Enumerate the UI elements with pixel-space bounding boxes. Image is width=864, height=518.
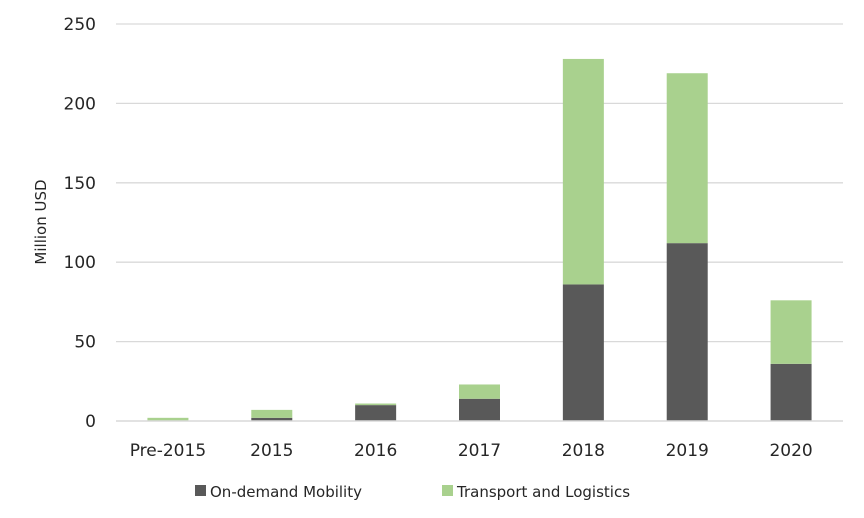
bar-segment-transport-logistics xyxy=(147,417,189,421)
x-tick-label: 2020 xyxy=(769,441,812,461)
legend-label: On-demand Mobility xyxy=(210,483,362,501)
x-tick-label: 2017 xyxy=(458,441,501,461)
x-tick-label: 2018 xyxy=(562,441,605,461)
x-tick-label: 2016 xyxy=(354,441,397,461)
y-tick-label: 100 xyxy=(64,253,96,273)
bar-segment-transport-logistics xyxy=(355,403,397,406)
bar-segment-transport-logistics xyxy=(459,384,500,399)
x-axis: Pre-2015 2015 2016 2017 2018 2019 2020 xyxy=(116,420,843,461)
legend: On-demand Mobility Transport and Logistic… xyxy=(195,483,630,501)
bars xyxy=(147,58,812,421)
x-tick-label: 2019 xyxy=(666,441,709,461)
x-tick-label: 2015 xyxy=(250,441,293,461)
legend-swatch xyxy=(195,485,206,496)
bar-segment-transport-logistics xyxy=(770,300,812,364)
bar-segment-on-demand-mobility xyxy=(251,417,293,421)
bar-segment-on-demand-mobility xyxy=(355,405,397,421)
y-axis-title: Million USD xyxy=(32,179,50,264)
x-tick-label: Pre-2015 xyxy=(130,441,206,461)
y-axis-ticks: 0 50 100 150 200 250 xyxy=(64,15,96,432)
y-tick-label: 50 xyxy=(74,333,96,353)
legend-label: Transport and Logistics xyxy=(456,483,630,501)
legend-swatch xyxy=(442,485,453,496)
bar-segment-transport-logistics xyxy=(562,58,604,285)
y-tick-label: 200 xyxy=(64,94,96,114)
bar-segment-transport-logistics xyxy=(666,73,708,244)
bar-segment-on-demand-mobility xyxy=(562,284,604,421)
bar-segment-on-demand-mobility xyxy=(666,243,708,421)
bar-segment-on-demand-mobility xyxy=(459,398,500,421)
y-tick-label: 0 xyxy=(85,412,96,432)
bar-segment-transport-logistics xyxy=(251,409,293,418)
y-tick-label: 250 xyxy=(64,15,96,35)
bar-segment-on-demand-mobility xyxy=(770,363,812,421)
y-tick-label: 150 xyxy=(64,174,96,194)
gridlines xyxy=(116,23,843,343)
